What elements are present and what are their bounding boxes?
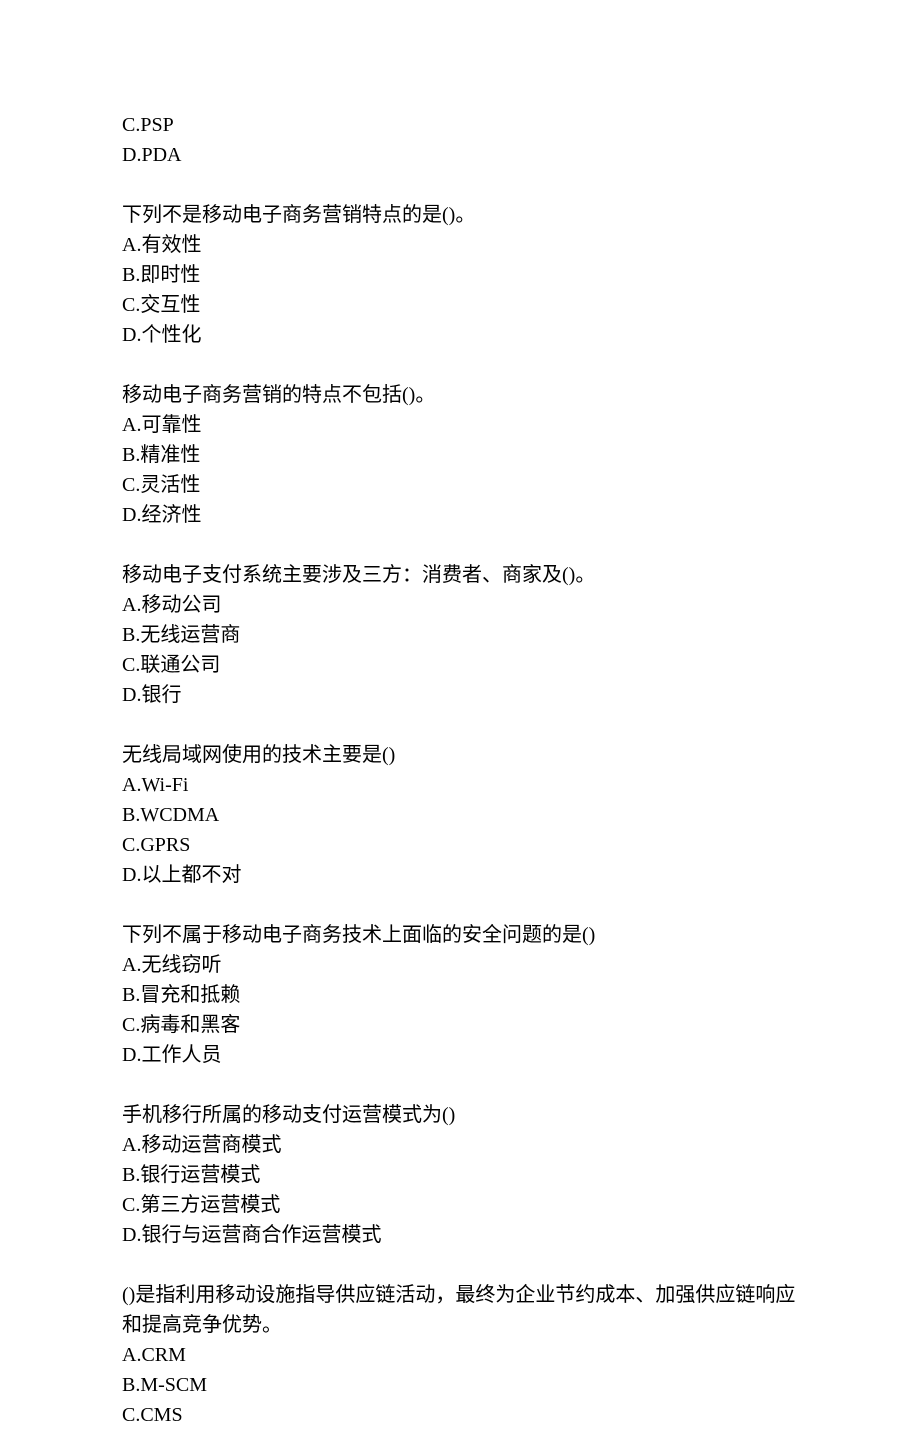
question-option: C.CMS — [122, 1400, 798, 1430]
question-text: 手机移行所属的移动支付运营模式为() — [122, 1100, 798, 1130]
question-block: 移动电子支付系统主要涉及三方：消费者、商家及()。 A.移动公司 B.无线运营商… — [122, 560, 798, 710]
question-option: D.工作人员 — [122, 1040, 798, 1070]
question-option: A.移动运营商模式 — [122, 1130, 798, 1160]
orphan-options-block: C.PSP D.PDA — [122, 110, 798, 170]
question-option: A.有效性 — [122, 230, 798, 260]
question-option: D.个性化 — [122, 320, 798, 350]
question-option: C.灵活性 — [122, 470, 798, 500]
question-option: A.CRM — [122, 1340, 798, 1370]
question-option: A.无线窃听 — [122, 950, 798, 980]
question-option: C.联通公司 — [122, 650, 798, 680]
question-option: B.银行运营模式 — [122, 1160, 798, 1190]
orphan-option: D.PDA — [122, 140, 798, 170]
question-option: B.WCDMA — [122, 800, 798, 830]
question-option: D.经济性 — [122, 500, 798, 530]
question-option: A.移动公司 — [122, 590, 798, 620]
question-text: 移动电子支付系统主要涉及三方：消费者、商家及()。 — [122, 560, 798, 590]
question-text: ()是指利用移动设施指导供应链活动，最终为企业节约成本、加强供应链响应和提高竞争… — [122, 1280, 798, 1340]
question-option: C.病毒和黑客 — [122, 1010, 798, 1040]
question-option: C.GPRS — [122, 830, 798, 860]
question-option: D.银行 — [122, 680, 798, 710]
question-text: 下列不属于移动电子商务技术上面临的安全问题的是() — [122, 920, 798, 950]
question-option: D.以上都不对 — [122, 860, 798, 890]
question-option: C.第三方运营模式 — [122, 1190, 798, 1220]
question-option: B.精准性 — [122, 440, 798, 470]
question-option: C.交互性 — [122, 290, 798, 320]
question-text: 移动电子商务营销的特点不包括()。 — [122, 380, 798, 410]
question-option: B.无线运营商 — [122, 620, 798, 650]
question-option: A.可靠性 — [122, 410, 798, 440]
question-option: B.即时性 — [122, 260, 798, 290]
question-block: ()是指利用移动设施指导供应链活动，最终为企业节约成本、加强供应链响应和提高竞争… — [122, 1280, 798, 1430]
orphan-option: C.PSP — [122, 110, 798, 140]
question-block: 手机移行所属的移动支付运营模式为() A.移动运营商模式 B.银行运营模式 C.… — [122, 1100, 798, 1250]
question-option: D.银行与运营商合作运营模式 — [122, 1220, 798, 1250]
question-block: 无线局域网使用的技术主要是() A.Wi-Fi B.WCDMA C.GPRS D… — [122, 740, 798, 890]
question-option: A.Wi-Fi — [122, 770, 798, 800]
question-option: B.M-SCM — [122, 1370, 798, 1400]
question-block: 下列不是移动电子商务营销特点的是()。 A.有效性 B.即时性 C.交互性 D.… — [122, 200, 798, 350]
question-text: 无线局域网使用的技术主要是() — [122, 740, 798, 770]
question-block: 下列不属于移动电子商务技术上面临的安全问题的是() A.无线窃听 B.冒充和抵赖… — [122, 920, 798, 1070]
question-text: 下列不是移动电子商务营销特点的是()。 — [122, 200, 798, 230]
question-block: 移动电子商务营销的特点不包括()。 A.可靠性 B.精准性 C.灵活性 D.经济… — [122, 380, 798, 530]
question-option: B.冒充和抵赖 — [122, 980, 798, 1010]
